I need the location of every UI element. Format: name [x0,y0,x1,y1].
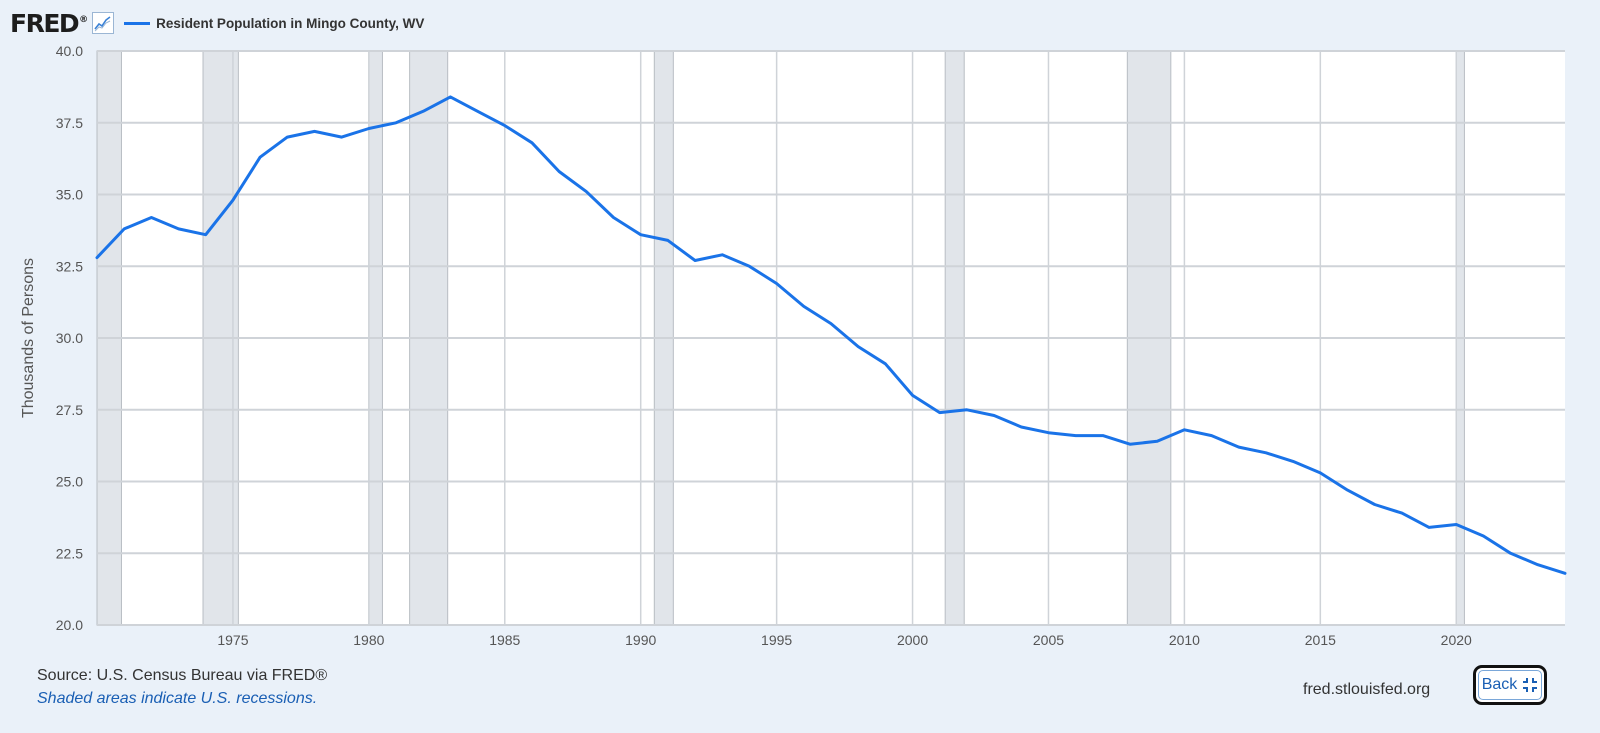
y-tick-label: 30.0 [56,330,83,346]
x-tick-label: 1995 [761,632,792,648]
x-tick-label: 2005 [1033,632,1064,648]
y-tick-label: 20.0 [56,617,83,633]
collapse-icon [1523,678,1538,692]
x-tick-label: 2020 [1441,632,1472,648]
x-tick-label: 1980 [353,632,384,648]
recession-note: Shaded areas indicate U.S. recessions. [37,690,318,707]
fred-url[interactable]: fred.stlouisfed.org [1303,681,1431,698]
x-tick-label: 1985 [489,632,520,648]
back-button[interactable]: Back [1473,665,1547,705]
series-layer [95,95,1567,575]
legend-swatch [124,21,151,25]
y-tick-label: 37.5 [56,115,83,131]
x-tick-label: 2010 [1169,632,1200,648]
source-text: Source: U.S. Census Bureau via FRED® [37,667,328,684]
y-axis-ticks: 20.0 22.5 25.0 27.5 30.0 32.5 35.0 37.5 40.0 [56,43,83,633]
x-tick-label: 2015 [1305,632,1336,648]
y-tick-label: 40.0 [56,43,83,59]
y-tick-label: 32.5 [56,258,83,274]
y-tick-label: 22.5 [56,545,83,561]
fred-logo[interactable]: FRED® [10,8,89,38]
series-line-0[interactable] [95,95,1567,575]
x-tick-label: 1990 [625,632,656,648]
y-axis-label: Thousands of Persons [20,258,37,418]
back-button-label: Back [1481,676,1518,693]
line-graph-icon[interactable] [92,12,115,34]
x-tick-label: 1975 [217,632,248,648]
grid-lines [97,50,1565,626]
y-tick-label: 27.5 [56,402,83,418]
x-tick-label: 2000 [897,632,928,648]
chart-header: FRED® Resident Population in Mingo Count… [10,8,424,38]
legend-label: Resident Population in Mingo County, WV [156,15,425,31]
y-tick-label: 35.0 [56,187,83,203]
legend: Resident Population in Mingo County, WV [124,16,424,31]
x-axis-ticks: 1975 1980 1985 1990 1995 2000 2005 2010 2015 2020 [217,632,1472,648]
y-tick-label: 25.0 [56,474,83,490]
